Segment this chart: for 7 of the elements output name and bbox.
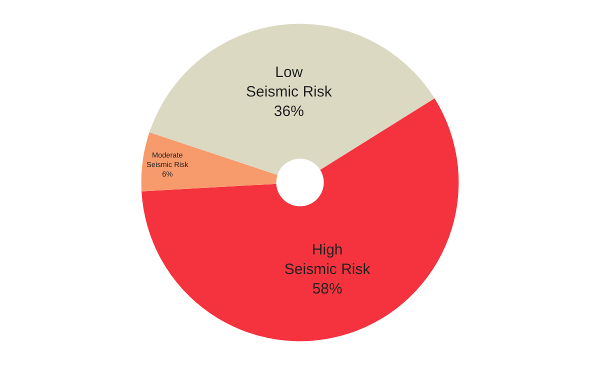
slice-label: High Seismic Risk xyxy=(284,241,371,278)
slice-label: Low Seismic Risk xyxy=(246,64,332,100)
donut-slice xyxy=(149,24,435,175)
data-label: 36% xyxy=(274,102,304,120)
data-label: 58% xyxy=(312,280,342,298)
donut-slice xyxy=(142,98,458,342)
donut-slice xyxy=(141,132,278,192)
